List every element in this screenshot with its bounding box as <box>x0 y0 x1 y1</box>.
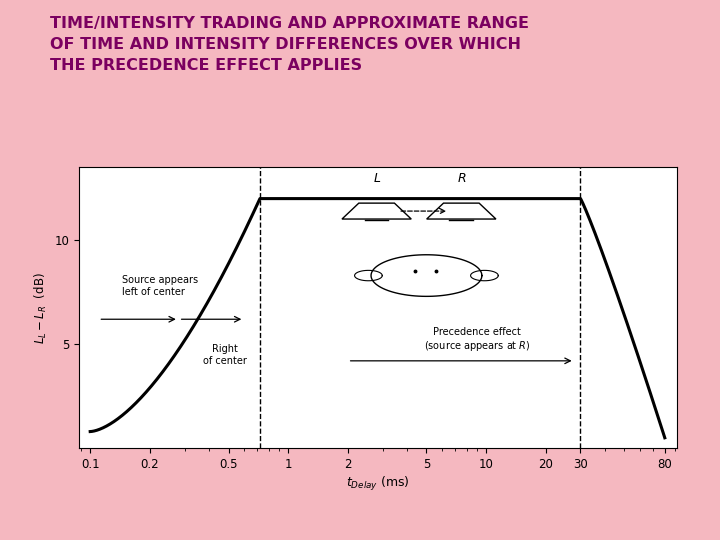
X-axis label: $t_{Delay}$ (ms): $t_{Delay}$ (ms) <box>346 475 410 493</box>
Text: TIME/INTENSITY TRADING AND APPROXIMATE RANGE
OF TIME AND INTENSITY DIFFERENCES O: TIME/INTENSITY TRADING AND APPROXIMATE R… <box>50 16 529 73</box>
Text: $R$: $R$ <box>456 172 466 185</box>
Text: Right
of center: Right of center <box>203 344 247 366</box>
Text: $L$: $L$ <box>372 172 381 185</box>
Y-axis label: $L_L - L_R$  (dB): $L_L - L_R$ (dB) <box>33 272 49 343</box>
Text: Source appears
left of center: Source appears left of center <box>122 275 198 297</box>
Text: Precedence effect
(source appears at $R$): Precedence effect (source appears at $R$… <box>423 327 531 353</box>
